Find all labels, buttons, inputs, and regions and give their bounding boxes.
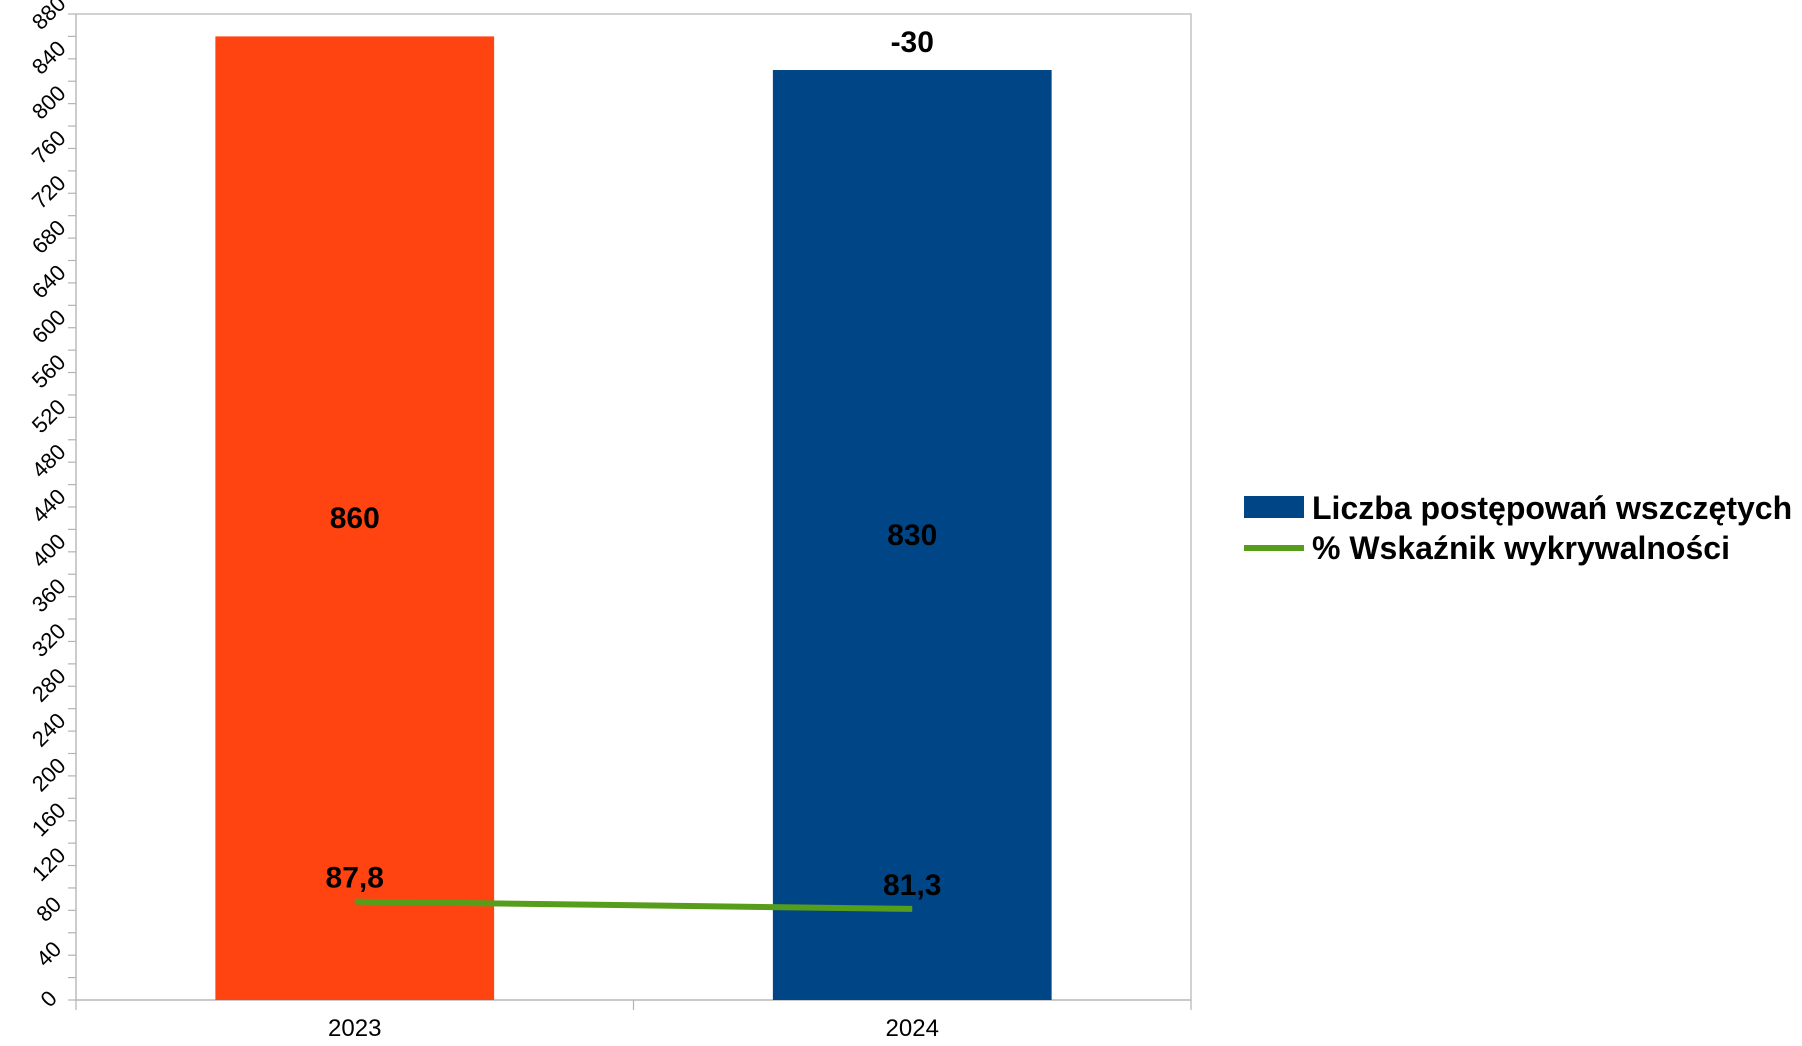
y-tick-label: 80	[31, 892, 66, 927]
y-tick-label: 640	[27, 260, 71, 304]
y-tick-label: 400	[27, 529, 71, 573]
y-tick-label: 160	[27, 798, 71, 842]
y-tick-label: 280	[27, 663, 71, 707]
x-axis: 2023 2024	[75, 999, 1192, 1042]
legend-line-label: % Wskaźnik wykrywalności	[1312, 530, 1730, 566]
y-tick-label: 240	[27, 708, 71, 752]
data-labels: 860 830 87,8 81,3 -30	[326, 26, 942, 902]
line-series-path	[354, 898, 913, 912]
bar-value-label: 860	[330, 502, 380, 535]
y-tick-label: 560	[27, 349, 71, 393]
y-tick-label: 520	[27, 394, 71, 438]
x-tick-label: 2024	[886, 1015, 939, 1042]
y-tick-label: 720	[27, 170, 71, 214]
legend-bar-label: Liczba postępowań wszczętych	[1312, 490, 1792, 526]
y-tick-label: 480	[27, 439, 71, 483]
bar-series	[215, 36, 1052, 1001]
y-tick-label: 840	[27, 36, 71, 80]
y-tick-label: 320	[27, 618, 71, 662]
bar-2024	[772, 70, 1052, 1001]
bar-value-label: 830	[887, 519, 937, 552]
y-tick-label: 760	[27, 125, 71, 169]
legend-bar-swatch	[1244, 496, 1304, 518]
y-tick-label: 680	[27, 215, 71, 259]
y-tick-label: 440	[27, 484, 71, 528]
x-tick-label: 2023	[328, 1015, 381, 1042]
y-tick-label: 200	[27, 753, 71, 797]
bar-2023	[215, 36, 495, 1000]
difference-label: -30	[891, 26, 934, 59]
legend: Liczba postępowań wszczętych % Wskaźnik w…	[1244, 490, 1792, 566]
y-tick-label: 600	[27, 305, 71, 349]
line-series	[354, 898, 913, 912]
line-value-label: 87,8	[326, 862, 384, 895]
y-tick-label: 360	[27, 574, 71, 618]
y-tick-label: 800	[27, 81, 71, 125]
y-tick-label: 0	[36, 986, 62, 1012]
y-tick-label: 880	[27, 0, 71, 35]
line-value-label: 81,3	[883, 869, 941, 902]
y-axis: 0 40 80 12016020024028032036040044048052056…	[27, 0, 77, 1012]
y-tick-label: 120	[27, 842, 71, 886]
y-tick-label: 40	[31, 936, 66, 971]
